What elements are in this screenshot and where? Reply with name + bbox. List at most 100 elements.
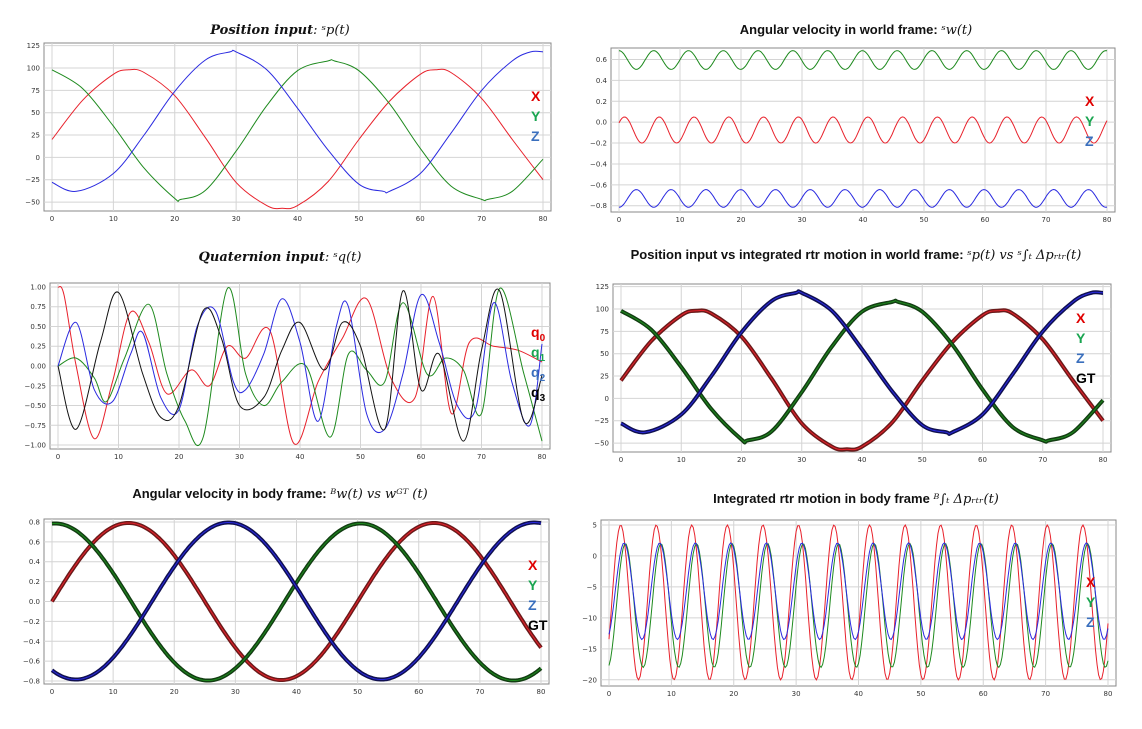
legend-z: Z (1076, 350, 1085, 366)
legend-x: X (1085, 93, 1095, 109)
x-tick-label: 70 (477, 453, 486, 461)
x-tick-label: 80 (1103, 216, 1112, 224)
y-tick-label: −0.8 (23, 678, 40, 686)
panel-position-input: Position input: ˢp(t) 0 10 20 30 40 50 60 70 80 1… (0, 0, 560, 230)
x-tick-label: 80 (538, 453, 547, 461)
x-tick-label: 60 (416, 215, 425, 223)
x-tick-label: 80 (539, 215, 548, 223)
x-tick-label: 60 (978, 456, 987, 464)
legend: X Y Z (531, 86, 540, 146)
series-line (618, 50, 1108, 70)
y-tick-label: 25 (31, 132, 40, 140)
chart-position-vs-integrated-world: 0 10 20 30 40 50 60 70 80 125 100 75 50 25 0 −25 −50 (594, 283, 1112, 464)
y-tick-label: 75 (31, 87, 40, 95)
legend-x: X (528, 557, 538, 573)
series-line (57, 288, 543, 442)
series-line (608, 542, 1109, 641)
legend-y: Y (531, 108, 541, 124)
legend: X Y Z (1086, 572, 1095, 632)
y-tick-label: −0.8 (590, 202, 607, 210)
x-tick-label: 40 (292, 688, 301, 696)
legend-y: Y (1076, 330, 1086, 346)
series-line (51, 522, 542, 681)
x-tick-label: 20 (737, 456, 746, 464)
legend-z: Z (528, 597, 537, 613)
y-tick-label: −0.4 (23, 638, 41, 646)
series-line (51, 49, 544, 194)
x-tick-label: 0 (56, 453, 60, 461)
x-tick-label: 60 (979, 690, 988, 698)
chart-angular-velocity-world: 0 10 20 30 40 50 60 70 80 0.6 0.4 0.2 0.0 −0.2 −0.4 −0.… (590, 47, 1116, 224)
x-tick-label: 10 (114, 453, 123, 461)
y-tick-label: −0.25 (25, 382, 46, 390)
x-tick-label: 70 (1041, 690, 1050, 698)
x-tick-label: 10 (677, 456, 686, 464)
y-tick-label: 0.2 (29, 578, 40, 586)
y-tick-label: −20 (582, 676, 597, 684)
series-line (618, 188, 1108, 208)
x-tick-label: 20 (170, 215, 179, 223)
series-line (57, 285, 543, 445)
y-tick-label: −0.2 (590, 140, 607, 148)
x-tick-label: 30 (798, 216, 807, 224)
y-tick-label: −0.6 (590, 181, 608, 189)
legend-x: X (1086, 574, 1096, 590)
series-line (51, 522, 542, 680)
y-tick-label: −0.2 (23, 618, 40, 626)
y-tick-label: 100 (596, 306, 609, 314)
y-tick-label: 125 (27, 42, 40, 50)
y-tick-label: 50 (31, 109, 40, 117)
x-tick-label: 20 (737, 216, 746, 224)
y-tick-label: 125 (596, 283, 609, 291)
x-tick-label: 40 (858, 456, 867, 464)
x-tick-label: 20 (170, 688, 179, 696)
series-line (57, 294, 543, 433)
series-line (618, 116, 1108, 144)
series-line (51, 523, 542, 681)
x-tick-label: 70 (1038, 456, 1047, 464)
legend-y: Y (1086, 594, 1096, 610)
y-tick-label: −50 (25, 199, 40, 207)
x-tick-label: 60 (981, 216, 990, 224)
x-tick-label: 80 (537, 688, 546, 696)
y-tick-label: 1.00 (30, 283, 46, 291)
y-tick-label: −0.4 (590, 160, 608, 168)
legend-x: X (531, 88, 541, 104)
panel-angular-velocity-world: Angular velocity in world frame: ˢw(t) 0… (570, 0, 1142, 230)
y-tick-label: 0.6 (29, 538, 41, 546)
y-tick-label: −0.75 (25, 422, 46, 430)
legend-gt: GT (528, 617, 548, 633)
y-tick-label: 0 (36, 154, 40, 162)
legend-q3: q3 (531, 384, 546, 404)
x-tick-label: 50 (356, 453, 365, 461)
y-tick-label: 50 (600, 350, 609, 358)
legend-y: Y (528, 577, 538, 593)
x-tick-label: 30 (231, 688, 240, 696)
x-tick-label: 60 (414, 688, 423, 696)
x-tick-label: 0 (607, 690, 611, 698)
y-tick-label: 0.6 (596, 56, 608, 64)
x-tick-label: 10 (109, 688, 118, 696)
series-line (620, 309, 1104, 451)
chart-title: Quaternion input: ˢq(t) (198, 250, 362, 265)
chart-title: Integrated rtr motion in body frame ᴮ∫ₜ … (713, 491, 999, 507)
y-tick-label: −25 (25, 176, 40, 184)
chart-title: Position input vs integrated rtr motion … (630, 247, 1082, 263)
x-tick-label: 50 (916, 690, 925, 698)
y-tick-label: 0 (593, 552, 597, 560)
y-tick-label: −0.6 (23, 658, 41, 666)
legend-z: Z (1086, 614, 1095, 630)
legend: q0 q1 q2 q3 (531, 322, 546, 404)
y-tick-label: 0.2 (596, 98, 607, 106)
y-tick-label: 0.0 (596, 119, 607, 127)
x-tick-label: 80 (1104, 690, 1113, 698)
y-tick-label: 0.4 (29, 558, 41, 566)
x-tick-label: 20 (175, 453, 184, 461)
legend-gt: GT (1076, 370, 1096, 386)
y-tick-label: −25 (594, 417, 609, 425)
y-tick-label: 0.50 (30, 323, 46, 331)
panel-quaternion-input: Quaternion input: ˢq(t) 0 10 20 30 40 50 60 70 8… (0, 240, 560, 470)
chart-quaternion-input: 0 10 20 30 40 50 60 70 80 1.00 0.75 0.50 0.25 0.00 −0.… (25, 282, 551, 461)
x-tick-label: 30 (792, 690, 801, 698)
x-tick-label: 40 (293, 215, 302, 223)
